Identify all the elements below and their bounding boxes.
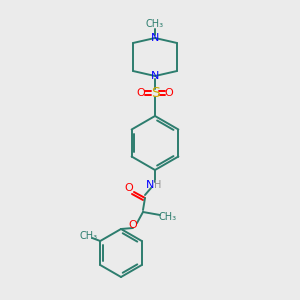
Text: N: N [151, 33, 159, 43]
Text: O: O [136, 88, 146, 98]
Text: O: O [165, 88, 173, 98]
Text: CH₃: CH₃ [159, 212, 177, 222]
Text: H: H [154, 180, 162, 190]
Text: O: O [129, 220, 137, 230]
Text: S: S [151, 86, 159, 100]
Text: CH₃: CH₃ [146, 19, 164, 29]
Text: N: N [151, 71, 159, 81]
Text: CH₃: CH₃ [79, 231, 97, 241]
Text: N: N [146, 180, 154, 190]
Text: O: O [124, 183, 134, 193]
